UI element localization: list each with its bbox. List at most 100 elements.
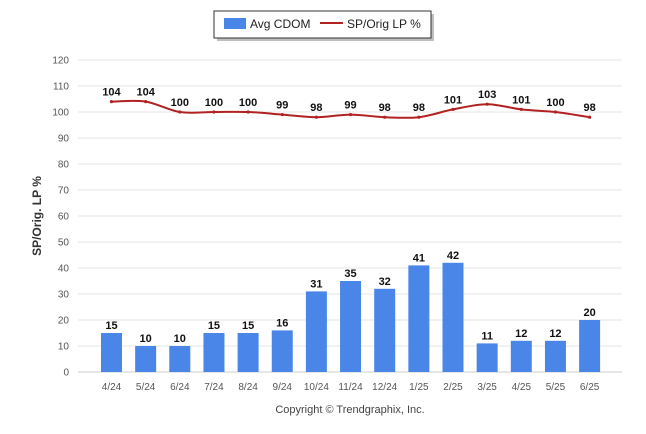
line-point bbox=[519, 107, 523, 111]
y-tick-label: 60 bbox=[58, 212, 70, 223]
line-value-label: 100 bbox=[171, 97, 189, 109]
bar-value-label: 15 bbox=[242, 320, 254, 332]
bar bbox=[374, 288, 396, 372]
line-value-label: 101 bbox=[512, 94, 530, 106]
line-value-label: 100 bbox=[546, 97, 564, 109]
x-tick-label: 3/25 bbox=[477, 382, 497, 393]
line-data-labels: 104 104 100 100 100 99 98 99 98 98 101 103 101 100 98 bbox=[102, 87, 595, 115]
line-point bbox=[451, 107, 455, 111]
line-value-label: 104 bbox=[136, 87, 155, 99]
line-point bbox=[246, 110, 250, 114]
bar bbox=[510, 340, 532, 372]
line-value-label: 101 bbox=[444, 94, 462, 106]
bar-value-label: 31 bbox=[310, 278, 322, 290]
y-tick-label: 80 bbox=[58, 160, 70, 171]
y-tick-label: 10 bbox=[58, 342, 70, 353]
x-tick-label: 5/25 bbox=[546, 382, 566, 393]
line-value-label: 98 bbox=[379, 102, 391, 114]
x-tick-label: 6/24 bbox=[170, 382, 190, 393]
bar-value-label: 10 bbox=[174, 333, 186, 345]
legend-swatch-bar bbox=[224, 18, 246, 29]
bar bbox=[544, 340, 566, 372]
x-tick-label: 7/24 bbox=[204, 382, 224, 393]
bar bbox=[579, 320, 601, 372]
line-point bbox=[553, 110, 558, 114]
line-value-label: 99 bbox=[276, 100, 288, 112]
line-point bbox=[178, 110, 182, 114]
y-tick-label: 50 bbox=[58, 238, 70, 249]
x-tick-label: 8/24 bbox=[238, 382, 258, 393]
y-tick-label: 110 bbox=[53, 82, 69, 93]
y-tick-label: 0 bbox=[63, 368, 69, 379]
x-tick-label: 2/25 bbox=[443, 382, 463, 393]
line-value-label: 103 bbox=[478, 89, 496, 101]
line-value-label: 98 bbox=[583, 102, 595, 114]
legend-label-line: SP/Orig LP % bbox=[347, 17, 421, 31]
bar bbox=[340, 281, 362, 372]
bar bbox=[203, 333, 225, 372]
line-point bbox=[383, 115, 387, 119]
bar-value-label: 20 bbox=[583, 307, 595, 319]
bars bbox=[101, 262, 601, 372]
bar bbox=[101, 333, 122, 372]
line-value-label: 98 bbox=[310, 102, 322, 114]
x-tick-label: 11/24 bbox=[338, 382, 363, 393]
copyright-footer: Copyright © Trendgraphix, Inc. bbox=[275, 404, 424, 416]
bar-value-label: 10 bbox=[140, 333, 152, 345]
y-tick-label: 90 bbox=[58, 134, 70, 145]
bar bbox=[237, 333, 259, 372]
line-value-label: 100 bbox=[205, 97, 223, 109]
line-point bbox=[588, 115, 592, 119]
line-point bbox=[144, 100, 148, 104]
x-tick-label: 6/25 bbox=[580, 382, 600, 393]
x-tick-label: 9/24 bbox=[273, 382, 293, 393]
y-axis-title: SP/Orig. LP % bbox=[30, 176, 44, 256]
bar-value-label: 35 bbox=[344, 268, 356, 280]
y-tick-label: 100 bbox=[52, 108, 69, 119]
x-tick-label: 5/24 bbox=[136, 382, 156, 393]
bar bbox=[271, 330, 293, 372]
y-tick-label: 120 bbox=[52, 56, 69, 67]
legend-box bbox=[213, 10, 432, 39]
y-tick-label: 30 bbox=[58, 290, 70, 301]
legend: Avg CDOM SP/Orig LP % bbox=[213, 10, 434, 41]
x-tick-label: 4/25 bbox=[512, 382, 532, 393]
line-point bbox=[109, 100, 114, 104]
bar-value-label: 15 bbox=[208, 320, 220, 332]
bar bbox=[476, 343, 498, 372]
x-tick-label: 10/24 bbox=[304, 382, 329, 393]
bar-data-labels: 15 10 10 15 15 16 31 35 32 41 42 11 12 12 20 bbox=[105, 250, 595, 345]
bar-value-label: 42 bbox=[447, 250, 459, 262]
bar bbox=[169, 346, 191, 372]
x-tick-label: 1/25 bbox=[409, 382, 429, 393]
line-point bbox=[485, 102, 489, 106]
x-tick-labels: 4/24 5/24 6/24 7/24 8/24 9/24 10/24 11/24 12/24 1… bbox=[102, 382, 600, 393]
bar-value-label: 11 bbox=[481, 330, 493, 342]
line-value-label: 98 bbox=[413, 102, 425, 114]
line-point bbox=[417, 115, 421, 119]
line-point bbox=[280, 113, 284, 117]
bar-value-label: 12 bbox=[549, 328, 561, 340]
y-tick-labels: 0 10 20 30 40 50 60 70 80 90 100 110 120 bbox=[52, 56, 69, 379]
line-value-label: 100 bbox=[239, 97, 257, 109]
bar bbox=[305, 291, 327, 372]
bar bbox=[135, 346, 157, 372]
legend-label-bar: Avg CDOM bbox=[250, 17, 310, 31]
line-value-label: 99 bbox=[344, 100, 356, 112]
bar-value-label: 12 bbox=[515, 328, 527, 340]
y-tick-label: 40 bbox=[58, 264, 70, 275]
bar-value-label: 15 bbox=[105, 320, 117, 332]
x-tick-label: 12/24 bbox=[372, 382, 397, 393]
bar bbox=[442, 262, 464, 372]
x-tick-label: 4/24 bbox=[102, 382, 122, 393]
bar-value-label: 16 bbox=[276, 317, 288, 329]
bar bbox=[408, 265, 430, 372]
y-tick-label: 20 bbox=[58, 316, 70, 327]
line-point bbox=[348, 113, 353, 117]
line-value-label: 104 bbox=[102, 87, 121, 99]
line-point bbox=[212, 110, 216, 114]
bar-value-label: 41 bbox=[413, 252, 425, 264]
y-tick-label: 70 bbox=[58, 186, 70, 197]
line-point bbox=[314, 115, 318, 119]
